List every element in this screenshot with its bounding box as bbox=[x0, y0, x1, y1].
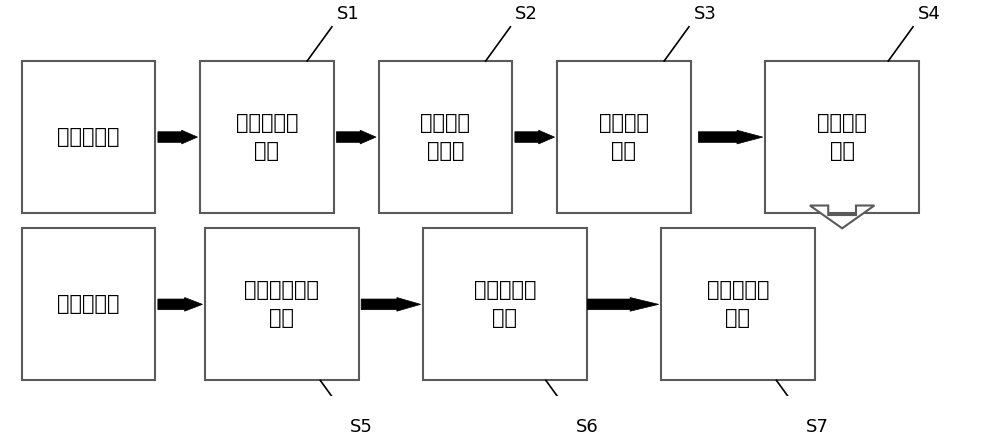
Text: S6: S6 bbox=[576, 418, 598, 436]
Polygon shape bbox=[336, 130, 376, 144]
Text: S5: S5 bbox=[350, 418, 373, 436]
Text: S7: S7 bbox=[806, 418, 829, 436]
Text: S3: S3 bbox=[694, 5, 717, 23]
Bar bbox=[22, 61, 155, 213]
Text: 血管分割图: 血管分割图 bbox=[57, 294, 120, 314]
Bar bbox=[661, 228, 815, 380]
Polygon shape bbox=[698, 130, 763, 144]
Polygon shape bbox=[361, 297, 421, 311]
Text: 气管肺段
分类: 气管肺段 分类 bbox=[817, 113, 867, 161]
Bar bbox=[423, 228, 587, 380]
Bar bbox=[205, 228, 359, 380]
Polygon shape bbox=[158, 297, 203, 311]
Bar bbox=[200, 61, 334, 213]
Bar bbox=[765, 61, 919, 213]
Text: 气管分割图: 气管分割图 bbox=[57, 127, 120, 147]
Text: 建立血管树
结构: 建立血管树 结构 bbox=[474, 280, 536, 328]
Text: 气管肺叶
划分: 气管肺叶 划分 bbox=[599, 113, 649, 161]
Text: 建立气管
树结构: 建立气管 树结构 bbox=[420, 113, 470, 161]
Text: S2: S2 bbox=[515, 5, 538, 23]
Polygon shape bbox=[515, 130, 555, 144]
Bar bbox=[22, 228, 155, 380]
Text: S4: S4 bbox=[918, 5, 941, 23]
Polygon shape bbox=[810, 205, 874, 228]
Polygon shape bbox=[158, 130, 198, 144]
Bar bbox=[379, 61, 512, 213]
Polygon shape bbox=[587, 297, 659, 311]
Text: 血管树进行
分类: 血管树进行 分类 bbox=[707, 280, 769, 328]
Text: 提取肺血管中
心线: 提取肺血管中 心线 bbox=[244, 280, 319, 328]
Bar bbox=[557, 61, 691, 213]
Text: S1: S1 bbox=[337, 5, 360, 23]
Text: 提取气管中
心线: 提取气管中 心线 bbox=[236, 113, 298, 161]
